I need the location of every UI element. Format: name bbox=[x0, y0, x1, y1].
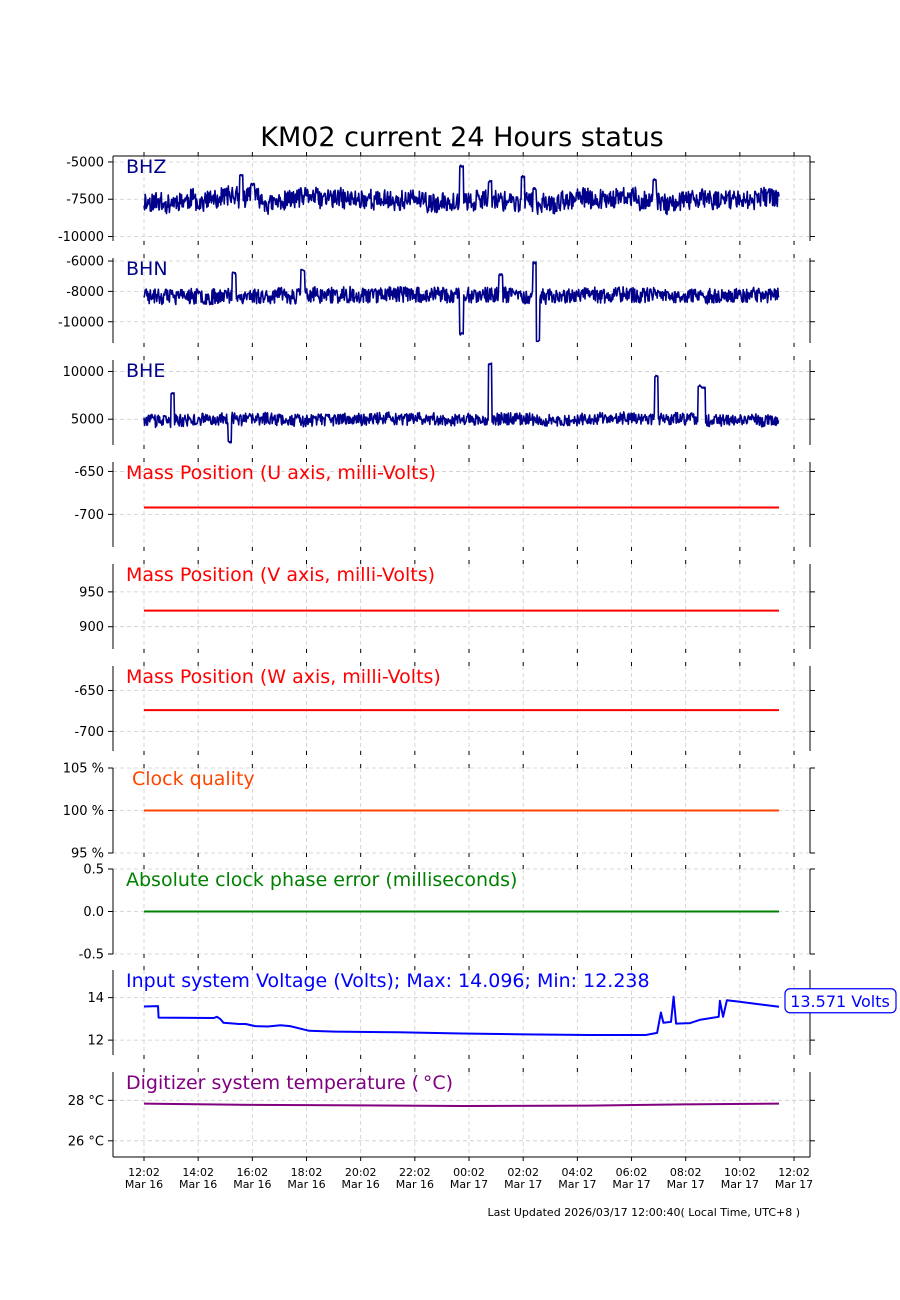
x-tick-label-date: Mar 16 bbox=[342, 1178, 380, 1191]
y-tick-label: -650 bbox=[74, 465, 104, 480]
annotation-box bbox=[784, 988, 897, 1014]
x-tick-label-time: 04:02 bbox=[562, 1166, 594, 1179]
panel-label-bhn: BHN bbox=[126, 258, 168, 280]
x-tick-label-date: Mar 17 bbox=[450, 1178, 488, 1191]
panel-label-mass_u: Mass Position (U axis, milli-Volts) bbox=[126, 462, 436, 484]
x-tick-label-date: Mar 16 bbox=[233, 1178, 271, 1191]
series-line-bhe bbox=[143, 362, 780, 444]
y-tick-label: 0.5 bbox=[83, 863, 104, 878]
panel-label-mass_v: Mass Position (V axis, milli-Volts) bbox=[126, 564, 435, 586]
x-tick-label-time: 16:02 bbox=[236, 1166, 268, 1179]
x-tick-label-time: 20:02 bbox=[345, 1166, 377, 1179]
y-tick-label: -0.5 bbox=[79, 948, 104, 963]
x-tick-label-time: 22:02 bbox=[399, 1166, 431, 1179]
panel-bhn: -6000 -8000 -10000 BHN bbox=[58, 254, 815, 347]
panel-label-voltage: Input system Voltage (Volts); Max: 14.09… bbox=[126, 970, 650, 992]
panel-label-bhe: BHE bbox=[126, 360, 165, 382]
panel-voltage: 14 12 Input system Voltage (Volts); Max: 1… bbox=[87, 966, 897, 1059]
y-tick-label: -7500 bbox=[66, 193, 104, 208]
panel-bhz: -5000 -7500 -10000 BHZ bbox=[58, 152, 815, 245]
panel-label-clock_quality: Clock quality bbox=[132, 768, 255, 790]
panel-label-mass_w: Mass Position (W axis, milli-Volts) bbox=[126, 666, 441, 688]
series-line-bhz bbox=[143, 164, 780, 216]
x-tick-label-time: 00:02 bbox=[453, 1166, 485, 1179]
annotation-label: 13.571 Volts bbox=[790, 992, 890, 1011]
y-tick-label: 26 °C bbox=[68, 1134, 104, 1149]
y-tick-label: -5000 bbox=[66, 155, 104, 170]
panel-mass_u: -650 -700 Mass Position (U axis, milli-Vol… bbox=[74, 458, 815, 551]
series-line-bhn bbox=[143, 261, 780, 343]
y-tick-label: 5000 bbox=[71, 413, 104, 428]
x-tick-label-time: 10:02 bbox=[724, 1166, 756, 1179]
panel-label-clock_phase: Absolute clock phase error (milliseconds… bbox=[126, 869, 517, 891]
series-line-voltage bbox=[143, 995, 780, 1036]
y-tick-label: 0.0 bbox=[83, 905, 104, 920]
x-tick-label-date: Mar 16 bbox=[287, 1178, 325, 1191]
y-tick-label: 105 % bbox=[63, 762, 104, 777]
x-tick-label-date: Mar 17 bbox=[775, 1178, 813, 1191]
x-tick-label-date: Mar 16 bbox=[179, 1178, 217, 1191]
panel-label-bhz: BHZ bbox=[126, 156, 166, 178]
x-tick-label-date: Mar 17 bbox=[612, 1178, 650, 1191]
y-tick-label: 14 bbox=[87, 991, 104, 1006]
x-tick-label-time: 02:02 bbox=[507, 1166, 539, 1179]
chart-title: KM02 current 24 Hours status bbox=[260, 122, 664, 153]
panel-clock_quality: 105 % 100 % 95 % Clock quality bbox=[63, 762, 815, 862]
panel-bhe: 5000 10000 BHE bbox=[63, 356, 815, 449]
x-tick-label-date: Mar 16 bbox=[396, 1178, 434, 1191]
panel-label-temperature: Digitizer system temperature ( °C) bbox=[126, 1072, 453, 1094]
y-tick-label: -700 bbox=[74, 725, 104, 740]
y-tick-label: -8000 bbox=[66, 285, 104, 300]
panel-mass_v: 950 900 Mass Position (V axis, milli-Volts… bbox=[79, 560, 815, 653]
panel-clock_phase: 0.5 0.0 -0.5 Absolute clock phase error (mi… bbox=[79, 863, 815, 963]
series-line-temperature bbox=[143, 1102, 780, 1107]
x-tick-label-time: 06:02 bbox=[616, 1166, 648, 1179]
x-tick-label-time: 08:02 bbox=[670, 1166, 702, 1179]
x-tick-label-date: Mar 16 bbox=[125, 1178, 163, 1191]
y-tick-label: 100 % bbox=[63, 804, 104, 819]
y-tick-label: -10000 bbox=[58, 230, 104, 245]
x-tick-label-time: 12:02 bbox=[128, 1166, 160, 1179]
y-tick-label: -6000 bbox=[66, 255, 104, 270]
y-tick-label: 950 bbox=[79, 585, 104, 600]
y-tick-label: 900 bbox=[79, 620, 104, 635]
y-tick-label: 12 bbox=[87, 1034, 104, 1049]
x-tick-label-time: 12:02 bbox=[778, 1166, 810, 1179]
panel-temperature: 28 °C 26 °C Digitizer system temperature (… bbox=[68, 1068, 815, 1161]
y-tick-label: -700 bbox=[74, 508, 104, 523]
y-tick-label: 95 % bbox=[71, 847, 104, 862]
x-tick-label-date: Mar 17 bbox=[504, 1178, 542, 1191]
y-tick-label: 10000 bbox=[63, 365, 104, 380]
x-tick-label-time: 14:02 bbox=[182, 1166, 214, 1179]
x-tick-label-time: 18:02 bbox=[291, 1166, 323, 1179]
x-tick-label-date: Mar 17 bbox=[558, 1178, 596, 1191]
x-tick-label-date: Mar 17 bbox=[721, 1178, 759, 1191]
panel-mass_w: -650 -700 Mass Position (W axis, milli-Vol… bbox=[74, 662, 815, 755]
y-tick-label: -10000 bbox=[58, 315, 104, 330]
y-tick-label: -650 bbox=[74, 684, 104, 699]
x-tick-label-date: Mar 17 bbox=[667, 1178, 705, 1191]
y-tick-label: 28 °C bbox=[68, 1094, 104, 1109]
last-updated-footer: Last Updated 2026/03/17 12:00:40( Local … bbox=[487, 1206, 800, 1219]
